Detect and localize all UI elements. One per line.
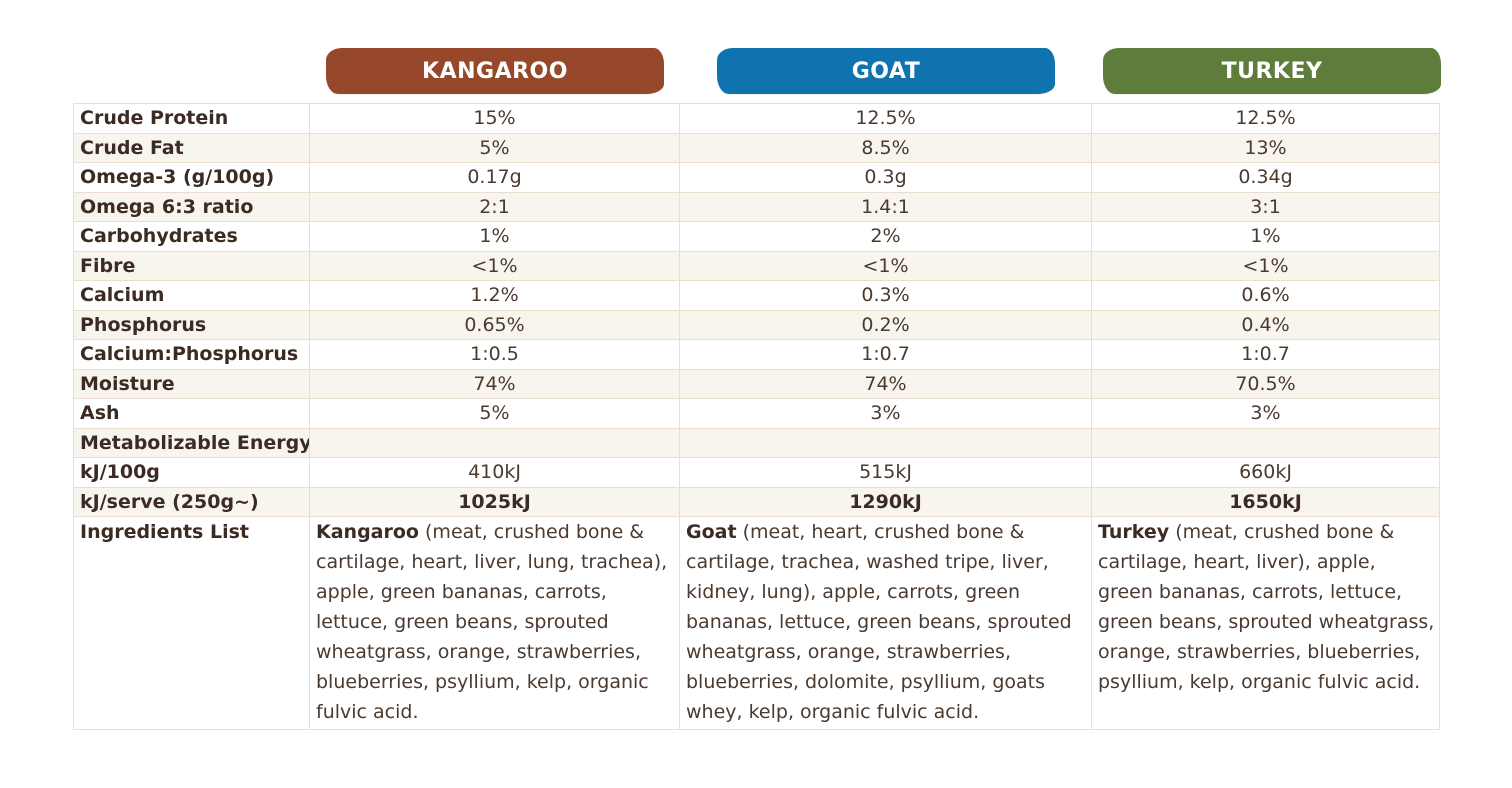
row-label: Metabolizable Energy	[73, 427, 310, 458]
table-cell: 5%	[309, 398, 680, 429]
table-row: Calcium:Phosphorus 1:0.5 1:0.7 1:0.7	[73, 339, 1440, 370]
table-row: Omega 6:3 ratio 2:1 1.4:1 3:1	[73, 191, 1440, 222]
row-label: Ash	[73, 398, 310, 429]
table-cell: 0.17g	[309, 162, 680, 193]
badge-label: KANGAROO	[422, 58, 568, 84]
table-cell: 0.4%	[1091, 309, 1440, 340]
ingredient-text: (meat, crushed bone & cartilage, heart, …	[316, 521, 668, 723]
table-cell: 3%	[679, 398, 1092, 429]
ingredients-cell: Turkey (meat, crushed bone & cartilage, …	[1091, 516, 1440, 730]
ingredients-row: Ingredients List Kangaroo (meat, crushed …	[73, 516, 1440, 730]
column-header-badges: KANGAROO GOAT TURKEY	[0, 48, 1512, 98]
table-cell: 1:0.7	[1091, 339, 1440, 370]
table-row: kJ/serve (250g~) 1025kJ 1290kJ 1650kJ	[73, 486, 1440, 517]
ingredients-cell: Kangaroo (meat, crushed bone & cartilage…	[309, 516, 680, 730]
row-label: Calcium:Phosphorus	[73, 339, 310, 370]
ingredients-cell: Goat (meat, heart, crushed bone & cartil…	[679, 516, 1092, 730]
table-cell: 0.6%	[1091, 280, 1440, 311]
table-cell: 12.5%	[679, 103, 1092, 134]
table-cell	[309, 427, 680, 458]
table-row: Fibre <1% <1% <1%	[73, 250, 1440, 281]
table-cell: 74%	[679, 368, 1092, 399]
ingredient-lead: Kangaroo	[316, 521, 419, 543]
row-label: Crude Fat	[73, 132, 310, 163]
row-label: Phosphorus	[73, 309, 310, 340]
row-label: Moisture	[73, 368, 310, 399]
table-row: Crude Protein 15% 12.5% 12.5%	[73, 103, 1440, 134]
table-cell: 2:1	[309, 191, 680, 222]
table-cell: 13%	[1091, 132, 1440, 163]
table-cell: 8.5%	[679, 132, 1092, 163]
ingredient-lead: Turkey	[1098, 521, 1170, 543]
table-cell: 15%	[309, 103, 680, 134]
table-cell: 1%	[1091, 221, 1440, 252]
table-cell	[1091, 427, 1440, 458]
table-cell: 1290kJ	[679, 486, 1092, 517]
table-cell: 0.65%	[309, 309, 680, 340]
row-label: kJ/100g	[73, 457, 310, 488]
table-row: Calcium 1.2% 0.3% 0.6%	[73, 280, 1440, 311]
table-cell: 1025kJ	[309, 486, 680, 517]
table-cell: <1%	[679, 250, 1092, 281]
table-row: Crude Fat 5% 8.5% 13%	[73, 132, 1440, 163]
table-cell: 3:1	[1091, 191, 1440, 222]
row-label: Fibre	[73, 250, 310, 281]
ingredient-text: (meat, heart, crushed bone & cartilage, …	[686, 521, 1072, 723]
row-label: Calcium	[73, 280, 310, 311]
table-cell: 5%	[309, 132, 680, 163]
table-cell: 3%	[1091, 398, 1440, 429]
table-cell: 1:0.7	[679, 339, 1092, 370]
table-row: Carbohydrates 1% 2% 1%	[73, 221, 1440, 252]
nutrition-table: Crude Protein 15% 12.5% 12.5% Crude Fat 5% 8.5…	[73, 103, 1440, 730]
table-cell: 2%	[679, 221, 1092, 252]
table-row: kJ/100g 410kJ 515kJ 660kJ	[73, 457, 1440, 488]
ingredient-text: (meat, crushed bone & cartilage, heart, …	[1098, 521, 1435, 693]
table-row: Metabolizable Energy	[73, 427, 1440, 458]
table-row: Ash 5% 3% 3%	[73, 398, 1440, 429]
table-row: Moisture 74% 74% 70.5%	[73, 368, 1440, 399]
table-cell: 0.34g	[1091, 162, 1440, 193]
table-cell: <1%	[309, 250, 680, 281]
table-cell: 410kJ	[309, 457, 680, 488]
table-row: Phosphorus 0.65% 0.2% 0.4%	[73, 309, 1440, 340]
table-cell: 1.2%	[309, 280, 680, 311]
row-label: Carbohydrates	[73, 221, 310, 252]
table-cell	[679, 427, 1092, 458]
ingredient-lead: Goat	[686, 521, 737, 543]
badge-turkey: TURKEY	[1103, 48, 1441, 94]
row-label: Ingredients List	[73, 516, 310, 730]
row-label: kJ/serve (250g~)	[73, 486, 310, 517]
table-cell: 0.3g	[679, 162, 1092, 193]
table-cell: 1650kJ	[1091, 486, 1440, 517]
badge-goat: GOAT	[717, 48, 1055, 94]
row-label: Crude Protein	[73, 103, 310, 134]
table-cell: 12.5%	[1091, 103, 1440, 134]
table-cell: 0.3%	[679, 280, 1092, 311]
table-row: Omega-3 (g/100g) 0.17g 0.3g 0.34g	[73, 162, 1440, 193]
table-cell: 515kJ	[679, 457, 1092, 488]
row-label: Omega 6:3 ratio	[73, 191, 310, 222]
table-cell: 1:0.5	[309, 339, 680, 370]
table-cell: 74%	[309, 368, 680, 399]
nutrition-table-body: Crude Protein 15% 12.5% 12.5% Crude Fat 5% 8.5…	[73, 103, 1440, 730]
table-cell: 1.4:1	[679, 191, 1092, 222]
badge-label: GOAT	[851, 58, 921, 84]
table-cell: 1%	[309, 221, 680, 252]
row-label: Omega-3 (g/100g)	[73, 162, 310, 193]
table-cell: 70.5%	[1091, 368, 1440, 399]
table-cell: 0.2%	[679, 309, 1092, 340]
badge-label: TURKEY	[1221, 58, 1323, 84]
table-cell: 660kJ	[1091, 457, 1440, 488]
table-cell: <1%	[1091, 250, 1440, 281]
badge-kangaroo: KANGAROO	[326, 48, 664, 94]
